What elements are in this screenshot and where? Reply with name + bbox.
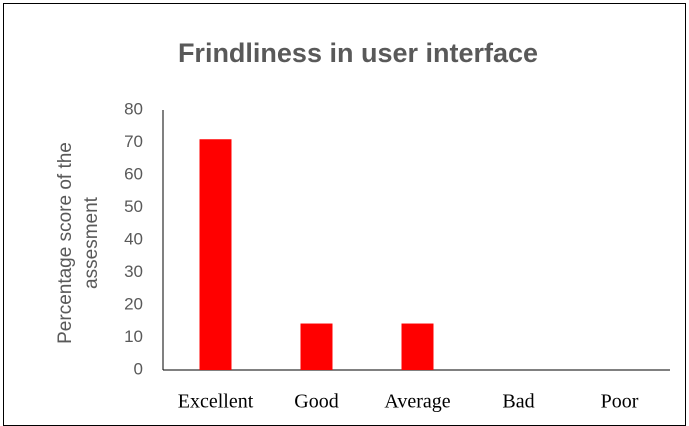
y-tick-label: 10 <box>124 327 143 346</box>
y-axis-label: assesment <box>81 196 102 289</box>
x-tick-label: Excellent <box>178 391 254 413</box>
chart-title: Frindliness in user interface <box>178 38 538 68</box>
x-tick-label: Good <box>294 391 338 413</box>
x-tick-label: Bad <box>502 391 534 413</box>
y-tick-label: 80 <box>124 99 143 118</box>
y-tick-label: 40 <box>124 229 143 248</box>
y-tick-label: 30 <box>124 262 143 281</box>
y-tick-label: 60 <box>124 164 143 183</box>
bar <box>199 139 232 370</box>
y-tick-label: 0 <box>134 359 143 378</box>
x-tick-label: Poor <box>601 391 639 413</box>
bar <box>401 323 434 370</box>
bar <box>300 323 333 370</box>
y-tick-label: 20 <box>124 294 143 313</box>
x-tick-label: Average <box>384 391 450 413</box>
y-axis-label: Percentage score of the <box>55 142 76 344</box>
y-tick-label: 70 <box>124 132 143 151</box>
y-tick-label: 50 <box>124 197 143 216</box>
